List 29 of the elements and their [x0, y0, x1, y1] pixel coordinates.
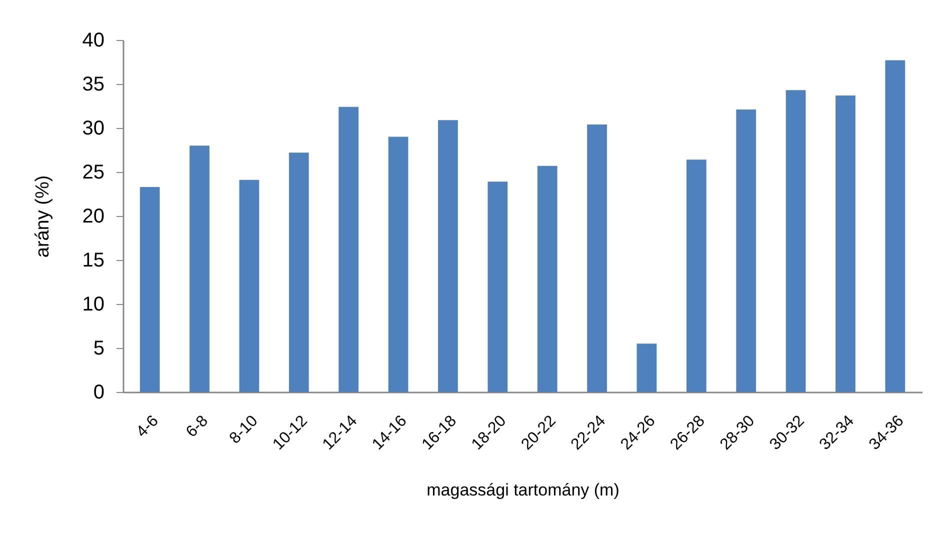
y-tick-label: 40 [82, 30, 104, 52]
bar [239, 180, 260, 392]
y-tick-label: 25 [82, 162, 104, 184]
bar [836, 95, 856, 392]
bar [488, 182, 508, 392]
bar [587, 124, 607, 392]
y-axis-title: arány (%) [32, 175, 54, 258]
y-tick-label: 20 [82, 206, 104, 228]
bar [885, 60, 906, 392]
y-tick-label: 15 [82, 250, 104, 272]
x-axis-title: magassági tartomány (m) [426, 480, 620, 500]
y-tick-label: 10 [82, 294, 104, 316]
bar [338, 106, 359, 392]
bar [537, 166, 558, 392]
bar [686, 160, 706, 392]
bar [288, 152, 309, 392]
bar [438, 120, 458, 392]
y-tick-label: 5 [93, 338, 104, 360]
y-tick-label: 35 [82, 74, 104, 96]
x-tick-label: 6-8 [183, 412, 212, 441]
bar [786, 90, 806, 392]
y-tick-label: 30 [82, 118, 104, 140]
x-tick-label: 4-6 [133, 412, 162, 441]
bar [388, 136, 408, 392]
bar [636, 344, 657, 392]
bar [140, 186, 160, 392]
y-tick-label: 0 [93, 382, 104, 404]
bar [190, 146, 210, 392]
bar [736, 110, 756, 392]
